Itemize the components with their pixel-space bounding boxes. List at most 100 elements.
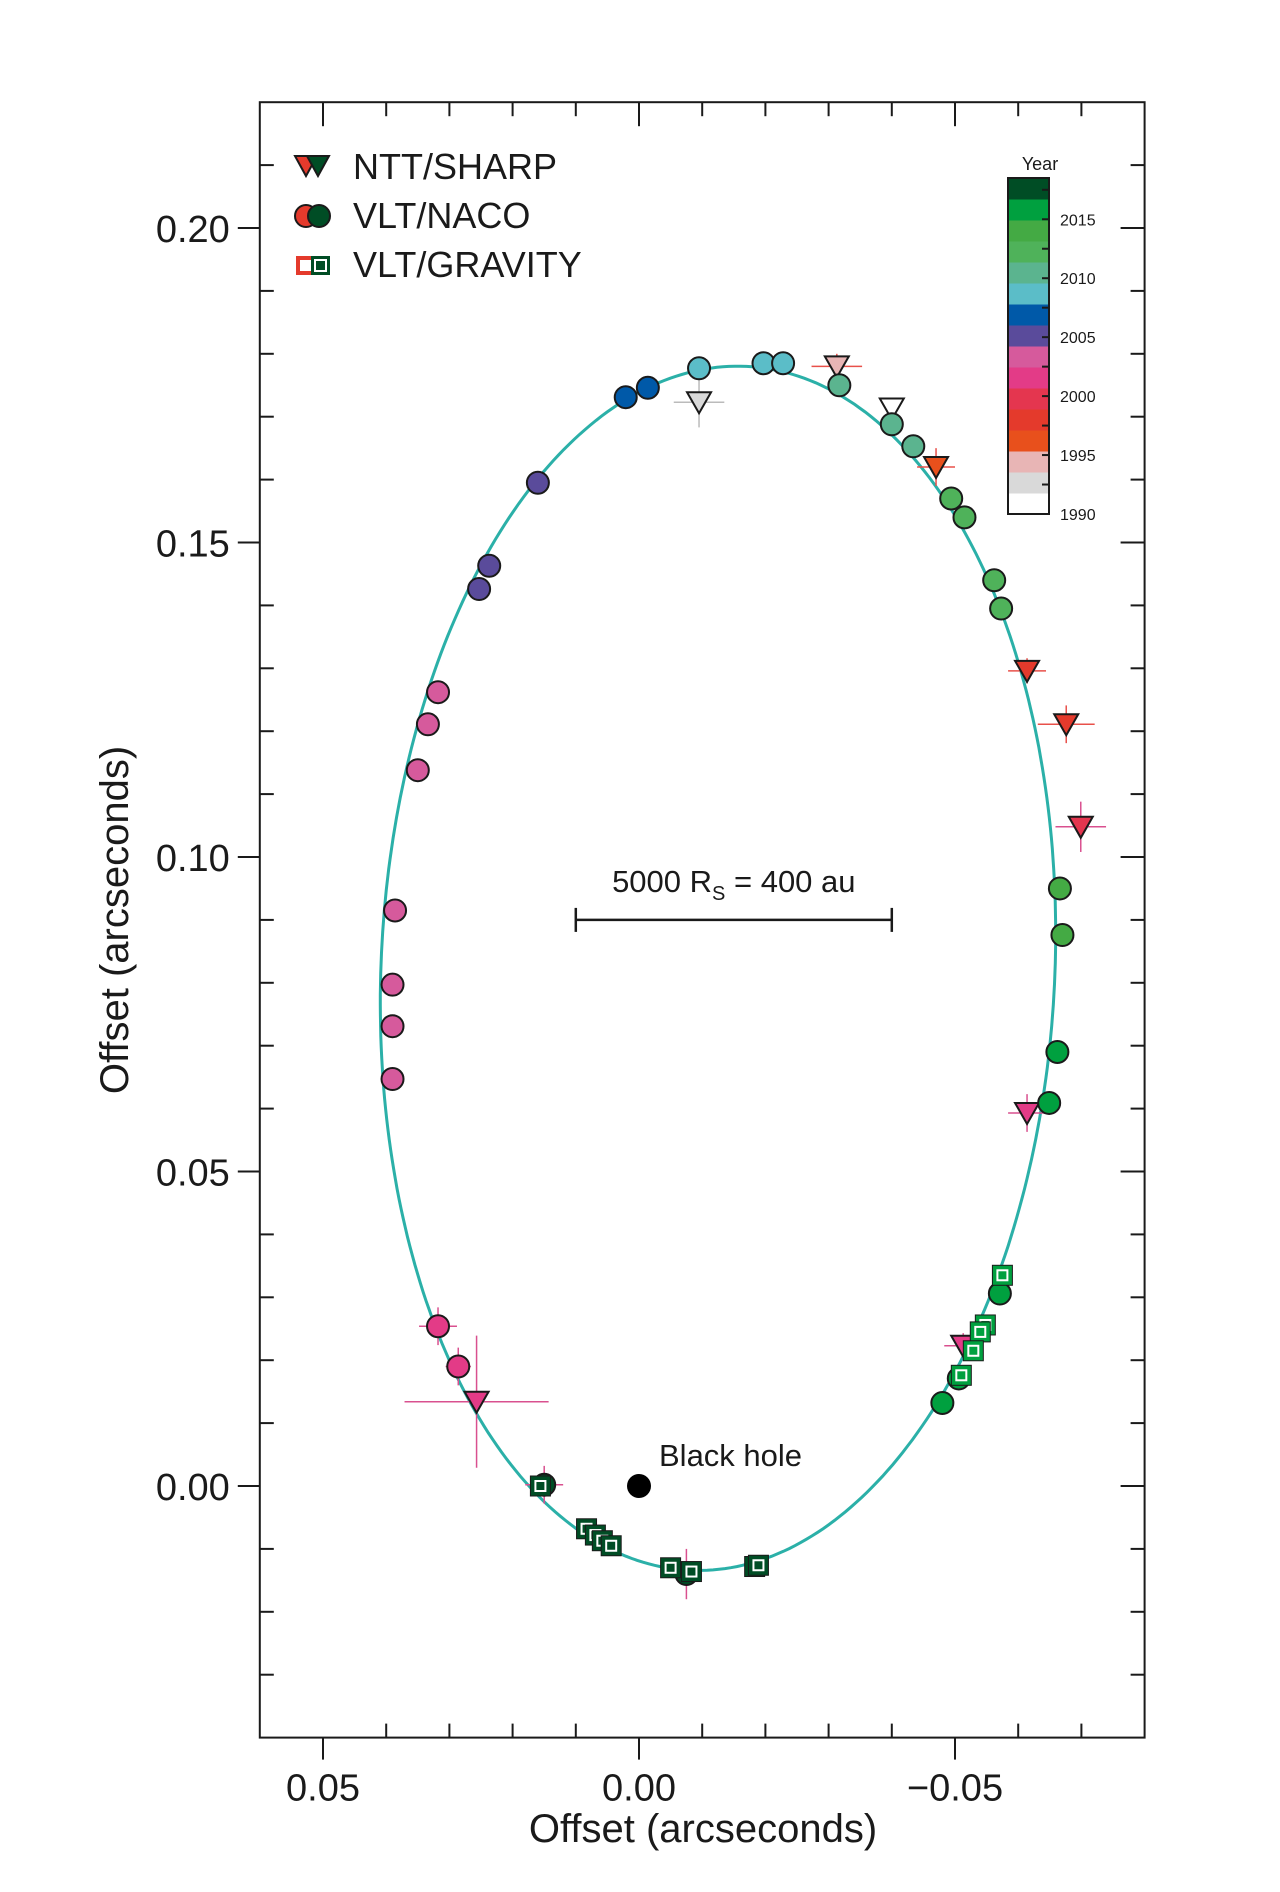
colorbar-tick-label: 2010 (1060, 271, 1096, 288)
naco-point (380, 1014, 405, 1039)
naco-point (635, 375, 660, 400)
naco-point (380, 1067, 405, 1092)
naco-point (405, 758, 430, 783)
sharp-point (1067, 815, 1095, 840)
naco-point (1047, 876, 1072, 901)
naco-point (982, 568, 1007, 593)
naco-point (687, 356, 712, 381)
y-tick-label: 0.15 (156, 524, 230, 566)
sharp-point (1013, 1102, 1041, 1127)
naco-point (939, 486, 964, 511)
legend-square-green-icon (311, 256, 330, 275)
sharp-point (1052, 713, 1080, 738)
legend-label-naco: VLT/NACO (353, 195, 530, 236)
colorbar-bin (1008, 241, 1049, 263)
naco-point (383, 898, 408, 923)
naco-point (1037, 1090, 1062, 1115)
naco-point (771, 351, 796, 376)
sharp-point (685, 391, 713, 416)
legend-entry-ntt: NTT/SHARP (293, 146, 557, 187)
scale-label-rest: = 400 au (725, 864, 855, 899)
naco-point (901, 434, 926, 459)
colorbar-bin (1008, 346, 1049, 368)
scale-label-subscript: S (712, 883, 725, 905)
colorbar-bin (1008, 430, 1049, 452)
naco-point (426, 680, 451, 705)
colorbar-tick-label: 1990 (1060, 507, 1096, 524)
colorbar-tick-label: 1995 (1060, 448, 1096, 465)
colorbar-bin (1008, 283, 1049, 305)
colorbar-bin (1008, 178, 1049, 200)
sharp-point (1013, 659, 1041, 684)
naco-point (989, 596, 1014, 621)
x-tick-label: 0.00 (602, 1768, 676, 1810)
data-points (380, 351, 1107, 1600)
gravity-point (660, 1557, 682, 1579)
colorbar-tick-label: 2005 (1060, 330, 1096, 347)
legend-entry-naco: VLT/NACO (294, 195, 530, 236)
colorbar-frame (1007, 177, 1050, 515)
gravity-point (991, 1264, 1013, 1286)
sharp-point (462, 1390, 491, 1415)
sharp-point (823, 355, 851, 380)
naco-point (879, 412, 904, 437)
naco-point (380, 972, 405, 997)
gravity-point (969, 1321, 991, 1343)
gravity-point-inner (534, 1480, 547, 1492)
legend-square-green-inner-icon (314, 259, 327, 272)
legend-label-gravity: VLT/GRAVITY (353, 244, 582, 285)
colorbar-bin (1008, 472, 1049, 494)
gravity-point (962, 1340, 984, 1362)
naco-point (613, 385, 638, 410)
colorbar-tick-label: 2000 (1060, 389, 1096, 406)
gravity-point-inner (685, 1565, 698, 1578)
naco-point (930, 1390, 955, 1415)
colorbar-bin (1008, 325, 1049, 347)
naco-point (1050, 922, 1075, 947)
colorbar-bin (1008, 262, 1049, 284)
naco-point (415, 712, 440, 737)
gravity-point-inner (664, 1561, 677, 1574)
naco-point (525, 470, 550, 495)
gravity-point-inner (752, 1559, 765, 1572)
scale-bar: 5000 RS = 400 au (574, 864, 894, 932)
scale-bar-label: 5000 RS = 400 au (612, 864, 855, 905)
naco-point (467, 577, 492, 602)
y-tick-label: 0.00 (156, 1467, 230, 1509)
naco-point (477, 553, 502, 578)
gravity-point-inner (967, 1344, 980, 1357)
gravity-point (529, 1475, 551, 1497)
orbit-layer (378, 364, 1058, 1572)
y-axis-label: Offset (arcseconds) (93, 746, 137, 1094)
orbit-curve (378, 364, 1058, 1572)
colorbar-bin (1008, 304, 1049, 326)
x-axis-label: Offset (arcseconds) (529, 1807, 877, 1851)
naco-point (426, 1314, 451, 1339)
y-tick-label: 0.20 (156, 209, 230, 251)
gravity-point-inner (996, 1269, 1009, 1282)
colorbar-bin (1008, 451, 1049, 473)
naco-point (952, 505, 977, 530)
legend-circle-green-icon (307, 204, 331, 228)
black-hole-label: Black hole (659, 1438, 802, 1473)
colorbar-bin (1008, 199, 1049, 221)
axis-ticks: 0.05 0.00 −0.05 0.20 0.15 0.10 0.05 0.00 (156, 102, 1145, 1810)
sharp-point (922, 456, 950, 481)
gravity-point (747, 1554, 769, 1576)
legend-square-red-inner-icon (300, 260, 311, 271)
colorbar: Year 2015 2010 2005 2000 1995 1990 (1007, 154, 1096, 524)
naco-point (827, 373, 852, 398)
legend-triangle-green-icon (305, 155, 331, 179)
gravity-point-inner (974, 1325, 987, 1338)
gravity-point-inner (955, 1369, 968, 1382)
plot-frame (258, 101, 1146, 1739)
x-tick-label: 0.05 (286, 1768, 360, 1810)
legend: NTT/SHARP VLT/NACO VLT/GRAVITY (293, 146, 582, 285)
sharp-point (878, 397, 906, 422)
naco-point (446, 1354, 471, 1379)
y-tick-label: 0.10 (156, 838, 230, 880)
gravity-point (600, 1535, 622, 1557)
colorbar-bin (1008, 409, 1049, 431)
